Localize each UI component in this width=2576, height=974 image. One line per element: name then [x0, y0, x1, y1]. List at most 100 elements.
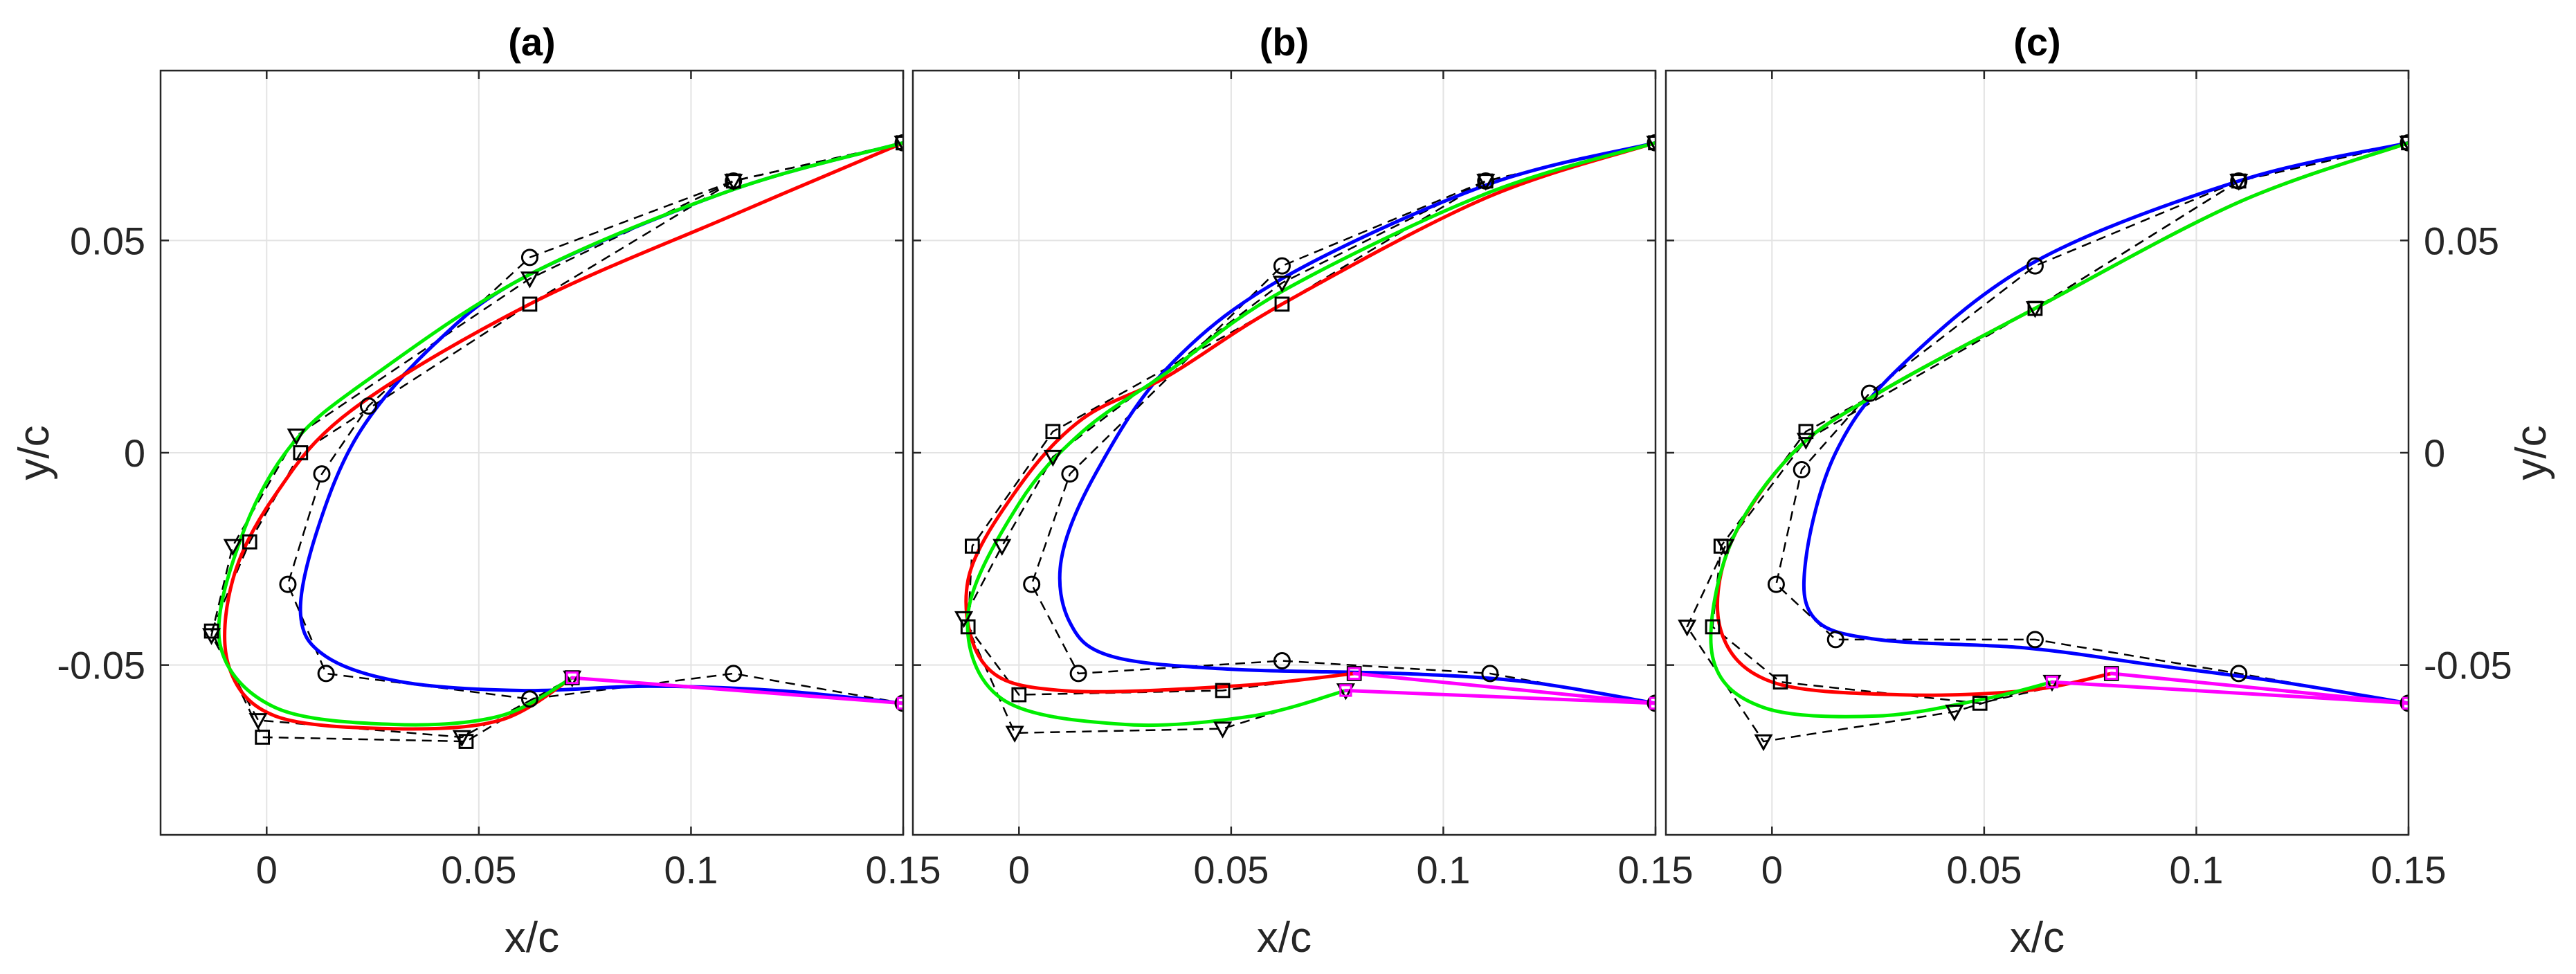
curve-blue	[1802, 141, 2409, 705]
circle-marker	[359, 397, 377, 415]
magenta-marker	[1339, 684, 1352, 697]
triangle-marker	[287, 429, 306, 446]
circle-marker	[2026, 631, 2044, 649]
curve-green	[965, 141, 1656, 728]
circle-marker	[2400, 134, 2409, 152]
y-axis-label: y/c	[2507, 425, 2555, 480]
square-marker	[242, 534, 257, 550]
triangle-marker	[2399, 135, 2409, 153]
y-tick-label: 0	[124, 431, 145, 475]
x-tick-label: 0.1	[1416, 848, 1470, 892]
triangle-marker	[1716, 539, 1735, 557]
magenta-marker	[565, 671, 579, 685]
triangle-marker	[452, 730, 471, 748]
x-tick-label: 0	[256, 848, 278, 892]
square-marker	[1705, 619, 1721, 635]
x-tick-label: 0.15	[2371, 848, 2447, 892]
triangle-marker	[992, 539, 1012, 557]
circle-marker	[1860, 384, 1878, 402]
square-marker	[1274, 296, 1290, 312]
y-tick-label: -0.05	[2424, 644, 2512, 687]
triangle-marker	[1646, 135, 1656, 153]
square-marker	[1972, 696, 1988, 711]
x-tick-label: 0	[1008, 848, 1030, 892]
square-marker	[1045, 424, 1061, 440]
triangle-marker	[1043, 449, 1062, 467]
triangle-marker	[894, 135, 903, 153]
triangle-marker	[1796, 433, 1815, 450]
circle-marker	[1481, 665, 1499, 683]
triangle-marker	[1476, 174, 1496, 191]
panel-2: 0 0.05 0.1 0.15 (b) x/c	[911, 20, 1694, 962]
x-tick-label: 0.05	[1946, 848, 2022, 892]
triangle-marker	[1754, 734, 1773, 752]
square-marker	[1798, 424, 1814, 440]
y-tick-label: 0	[2424, 431, 2445, 475]
square-marker	[2103, 666, 2119, 681]
circle-marker	[1023, 575, 1041, 593]
x-axis-label: x/c	[2010, 914, 2065, 962]
panel-1: 0 0.05 0.1 0.15 -0.05 0 0.05 (a) x/c y/c	[10, 20, 941, 962]
curve-magenta	[2050, 680, 2409, 705]
magenta-marker	[2105, 667, 2118, 680]
triangle-marker	[1945, 704, 1964, 722]
plot-content	[202, 134, 903, 749]
control-polygon-triangle	[1686, 142, 2409, 743]
y-tick-label: -0.05	[57, 644, 145, 687]
square-marker	[522, 296, 538, 312]
y-tick-label: 0.05	[2424, 219, 2499, 262]
curve-magenta	[570, 676, 903, 705]
magenta-marker	[2045, 676, 2059, 689]
curve-green	[1709, 141, 2409, 719]
panel-title: (b)	[1260, 20, 1309, 64]
triangle-marker	[1678, 620, 1697, 637]
control-polygon-circle	[1775, 142, 2409, 705]
control-polygon-triangle	[210, 142, 903, 739]
control-polygon-square	[210, 142, 903, 743]
y-axis-label: y/c	[10, 425, 58, 480]
circle-marker	[894, 134, 903, 152]
circle-marker	[1767, 575, 1785, 593]
curve-magenta	[1352, 671, 1656, 705]
triangle-marker	[2025, 301, 2044, 318]
triangle-marker	[202, 628, 221, 645]
circle-marker	[2400, 694, 2409, 712]
x-tick-label: 0.15	[1618, 848, 1694, 892]
curve-magenta	[2110, 671, 2409, 705]
square-marker	[255, 730, 271, 745]
x-tick-label: 0.05	[1193, 848, 1269, 892]
circle-marker	[313, 465, 331, 483]
circle-marker	[279, 575, 297, 593]
circle-marker	[520, 690, 538, 708]
magenta-marker	[2402, 696, 2409, 710]
circle-marker	[725, 665, 743, 683]
circle-marker	[894, 694, 903, 712]
square-marker	[1772, 674, 1788, 690]
control-polygon-triangle	[963, 142, 1656, 734]
curve-blue	[1058, 141, 1656, 705]
curve-red	[964, 141, 1656, 694]
panel-title: (a)	[508, 20, 555, 64]
circle-marker	[1273, 257, 1291, 275]
circle-marker	[1826, 631, 1844, 649]
triangle-marker	[954, 611, 974, 629]
x-tick-label: 0.15	[866, 848, 941, 892]
x-axis-label: x/c	[505, 914, 559, 962]
circle-marker	[317, 665, 335, 683]
magenta-marker	[1348, 667, 1361, 680]
curve-magenta	[1343, 689, 1656, 705]
panel-3: 0 0.05 0.1 0.15 -0.05 0 0.05 (c) x/c y/c	[1665, 20, 2555, 962]
x-axis-label: x/c	[1257, 914, 1312, 962]
circle-marker	[2026, 257, 2044, 275]
plot-content	[1678, 134, 2409, 752]
circle-marker	[520, 249, 538, 267]
y-tick-label: 0.05	[70, 219, 145, 262]
triangle-marker	[1213, 721, 1233, 739]
x-tick-label: 0.05	[441, 848, 516, 892]
triangle-marker	[724, 174, 743, 191]
square-marker	[1346, 666, 1362, 681]
circle-marker	[1273, 652, 1291, 670]
plot-content	[954, 134, 1656, 743]
square-marker	[1215, 683, 1231, 698]
curve-red	[223, 141, 903, 731]
